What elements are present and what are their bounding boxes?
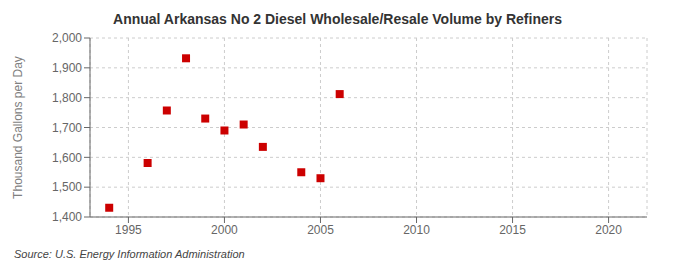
svg-text:2,000: 2,000 [52, 31, 82, 45]
svg-text:1,500: 1,500 [52, 180, 82, 194]
svg-text:Thousand Gallons per Day: Thousand Gallons per Day [11, 56, 25, 199]
svg-text:1,800: 1,800 [52, 91, 82, 105]
svg-text:1,400: 1,400 [52, 210, 82, 224]
svg-text:1,600: 1,600 [52, 151, 82, 165]
html-text:Annual Arkansas No 2 Diesel Wh: Annual Arkansas No 2 Diesel Wholesale/Re… [113, 11, 562, 27]
svg-text:1995: 1995 [115, 223, 142, 237]
svg-text:2020: 2020 [595, 223, 622, 237]
svg-text:2000: 2000 [211, 223, 238, 237]
html-text:Source: U.S. Energy Informatio: Source: U.S. Energy Information Administ… [14, 248, 245, 260]
svg-text:1,900: 1,900 [52, 61, 82, 75]
svg-text:2015: 2015 [499, 223, 526, 237]
svg-text:2005: 2005 [307, 223, 334, 237]
svg-text:2010: 2010 [403, 223, 430, 237]
svg-text:1,700: 1,700 [52, 121, 82, 135]
